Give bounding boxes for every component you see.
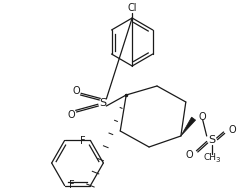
Text: O: O — [186, 150, 194, 160]
Text: CH: CH — [203, 153, 216, 162]
Text: O: O — [68, 110, 75, 120]
Text: F: F — [80, 136, 85, 146]
Text: O: O — [199, 112, 206, 122]
Text: O: O — [73, 86, 80, 96]
Text: F: F — [69, 180, 74, 190]
Polygon shape — [181, 117, 196, 136]
Text: S: S — [208, 135, 215, 145]
Text: S: S — [99, 98, 106, 108]
Text: 3: 3 — [215, 156, 220, 162]
Text: Cl: Cl — [128, 3, 137, 13]
Text: O: O — [229, 125, 236, 135]
